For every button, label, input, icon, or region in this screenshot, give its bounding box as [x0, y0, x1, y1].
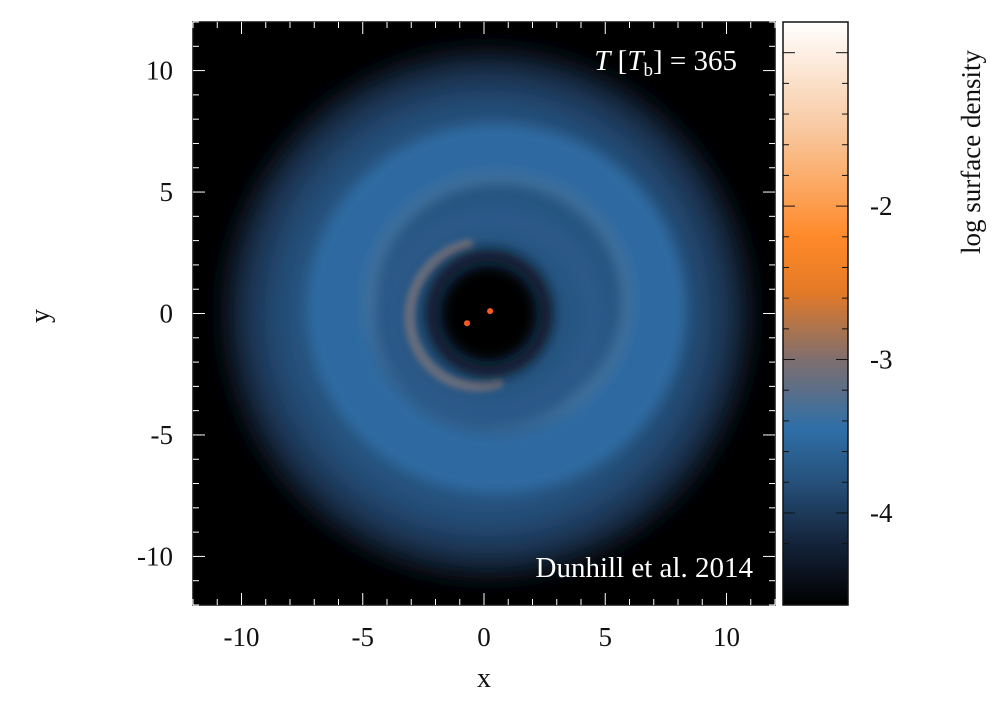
- x-tick-label: 10: [713, 622, 740, 652]
- cavity-edge: [424, 249, 554, 378]
- disc-band: [306, 124, 686, 493]
- star: [464, 320, 471, 327]
- plot-area: -10 -5 0 5 10 -10 -5 0 5 10: [137, 21, 776, 652]
- y-tick-label: 10: [146, 56, 173, 86]
- spiral-arm-layer: [404, 238, 504, 392]
- spiral-arm: [404, 238, 504, 392]
- x-tick-label: 0: [477, 622, 491, 652]
- colorbar-tick-label: -2: [870, 191, 893, 221]
- colorbar-tick-label: -3: [870, 345, 893, 375]
- x-tick-label: 5: [599, 622, 613, 652]
- y-axis-ticks: -10 -5 0 5 10: [137, 21, 775, 606]
- density-field: [220, 46, 755, 581]
- y-tick-label: 0: [160, 299, 174, 329]
- x-tick-label: -5: [352, 622, 375, 652]
- time-annotation: T [Tb] = 365: [594, 45, 737, 81]
- x-axis-title: x: [477, 663, 491, 694]
- binary-stars: [464, 308, 494, 327]
- colorbar: -2 -3 -4 log surface density: [782, 21, 986, 606]
- citation-annotation: Dunhill et al. 2014: [536, 552, 754, 584]
- y-tick-label: 5: [160, 177, 174, 207]
- colorbar-tick-label: -4: [870, 498, 893, 528]
- star: [487, 308, 494, 315]
- disc-ring-layer: [306, 124, 686, 493]
- disc-band: [374, 204, 608, 428]
- x-tick-label: -10: [224, 622, 260, 652]
- y-tick-label: -5: [151, 420, 174, 450]
- colorbar-title: log surface density: [956, 50, 986, 254]
- x-axis-ticks: -10 -5 0 5 10: [192, 22, 776, 652]
- colorbar-ramp: [782, 21, 849, 606]
- colorbar-ticks: -2 -3 -4: [783, 21, 893, 606]
- y-tick-label: -10: [137, 541, 173, 571]
- y-axis-title: y: [25, 309, 56, 323]
